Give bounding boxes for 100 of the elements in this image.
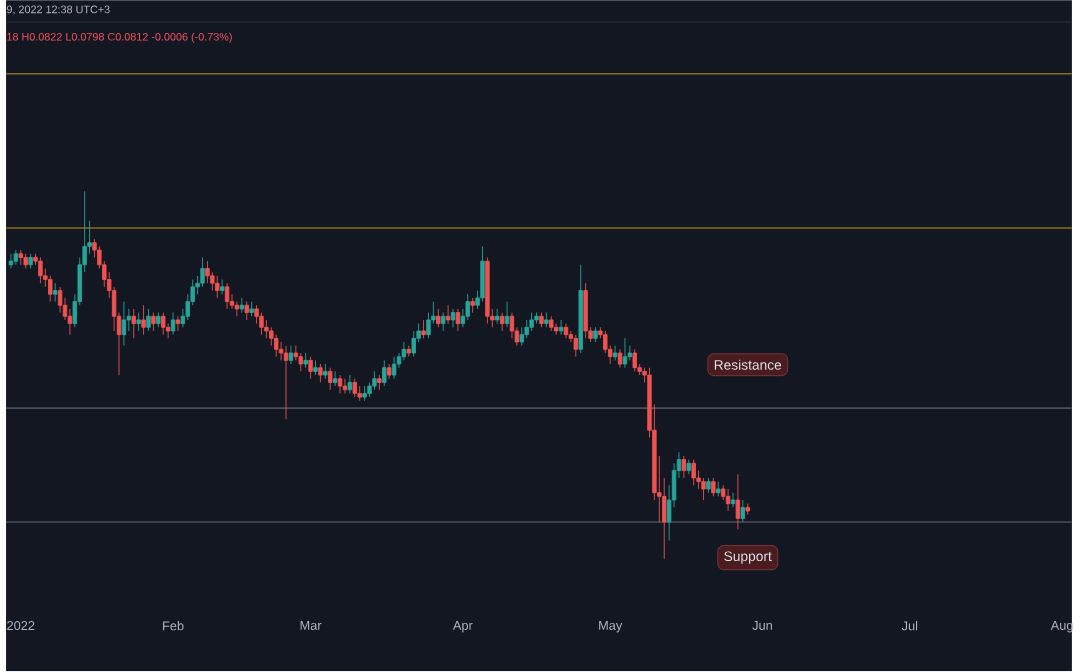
- candlestick: [686, 459, 691, 476]
- candlestick: [711, 477, 716, 498]
- candlestick: [578, 264, 583, 354]
- candlestick: [323, 363, 328, 380]
- candlestick: [544, 312, 549, 329]
- candlestick: [504, 301, 510, 329]
- candlestick: [691, 459, 696, 487]
- candlestick: [745, 503, 750, 516]
- candlestick: [131, 308, 136, 340]
- candlestick: [549, 316, 554, 332]
- candlestick: [357, 385, 362, 402]
- candlestick: [735, 474, 741, 531]
- candlestick: [318, 363, 323, 384]
- candlestick: [328, 367, 333, 391]
- candlestick: [499, 312, 505, 332]
- candlestick: [725, 488, 731, 512]
- candlestick: [224, 283, 230, 310]
- candlestick: [288, 345, 294, 365]
- candlestick: [362, 385, 367, 402]
- candlestick: [313, 360, 318, 376]
- candlestick: [421, 319, 426, 340]
- candlestick: [622, 338, 628, 369]
- candlestick: [337, 374, 343, 395]
- candlestick: [244, 301, 249, 321]
- candlestick: [121, 301, 127, 347]
- candlestick: [372, 371, 377, 391]
- candlestick: [342, 378, 348, 395]
- candlestick: [740, 499, 746, 523]
- candlestick: [436, 308, 441, 329]
- candlestick: [136, 312, 141, 332]
- candlestick: [161, 312, 166, 336]
- candlestick: [48, 275, 53, 303]
- candlestick: [529, 312, 534, 332]
- candlestick: [298, 352, 303, 373]
- candlestick: [303, 352, 308, 369]
- candlestick: [706, 477, 711, 494]
- candlestick: [13, 250, 19, 266]
- candlestick: [215, 275, 220, 299]
- candlestick: [519, 327, 524, 347]
- candlestick: [583, 283, 588, 340]
- candlestick: [495, 308, 500, 325]
- candlestick: [509, 312, 515, 340]
- candlestick: [730, 492, 736, 509]
- candlestick: [273, 334, 279, 358]
- candlestick: [52, 283, 58, 303]
- candlestick: [534, 312, 539, 325]
- candlestick: [23, 253, 28, 270]
- candlestick: [57, 286, 63, 314]
- candlestick: [234, 301, 240, 318]
- candlestick: [386, 363, 392, 380]
- candlestick: [28, 253, 33, 270]
- candlestick: [219, 279, 225, 295]
- candlestick: [170, 312, 176, 336]
- candlestick: [146, 308, 151, 332]
- candlestick: [347, 374, 353, 395]
- candlestick: [465, 294, 470, 321]
- candlestick: [445, 305, 451, 325]
- candlestick: [352, 378, 357, 398]
- candlestick: [632, 349, 637, 373]
- candlestick: [701, 477, 706, 501]
- candlestick: [612, 345, 618, 362]
- candlestick: [8, 253, 14, 270]
- candlestick: [470, 297, 475, 314]
- candlestick: [411, 330, 416, 358]
- candlestick: [200, 257, 205, 288]
- candlestick: [382, 360, 387, 387]
- candlestick: [455, 308, 461, 332]
- candlestick: [440, 312, 446, 332]
- candlestick: [151, 312, 156, 332]
- candlestick: [681, 455, 687, 479]
- candlestick: [259, 312, 264, 336]
- candlestick: [593, 327, 598, 343]
- candlestick: [716, 481, 721, 498]
- candlestick: [18, 250, 23, 266]
- candlestick: [205, 261, 210, 284]
- candlestick: [377, 374, 382, 391]
- candlestick: [156, 312, 161, 329]
- candlestick: [558, 319, 564, 336]
- candlestick: [249, 301, 254, 318]
- candlestick: [239, 297, 245, 314]
- candlestick: [406, 345, 412, 358]
- candlestick: [480, 246, 485, 303]
- candlestick: [450, 308, 456, 329]
- candlestick: [617, 349, 623, 369]
- candlestick: [332, 371, 338, 387]
- candlestick: [627, 345, 633, 362]
- candlestick: [283, 345, 289, 420]
- candlestick: [524, 319, 529, 340]
- candlestick: [485, 257, 490, 325]
- candlestick: [175, 316, 181, 332]
- candlestick: [573, 334, 579, 358]
- candlestick: [401, 341, 407, 362]
- candlestick: [308, 356, 313, 380]
- candlestick: [264, 319, 269, 340]
- candlestick: [563, 323, 569, 340]
- candlestick: [553, 323, 559, 336]
- candlestick: [141, 305, 146, 336]
- candlestick: [391, 356, 397, 380]
- candlestick: [539, 312, 544, 329]
- candlestick: [38, 257, 43, 284]
